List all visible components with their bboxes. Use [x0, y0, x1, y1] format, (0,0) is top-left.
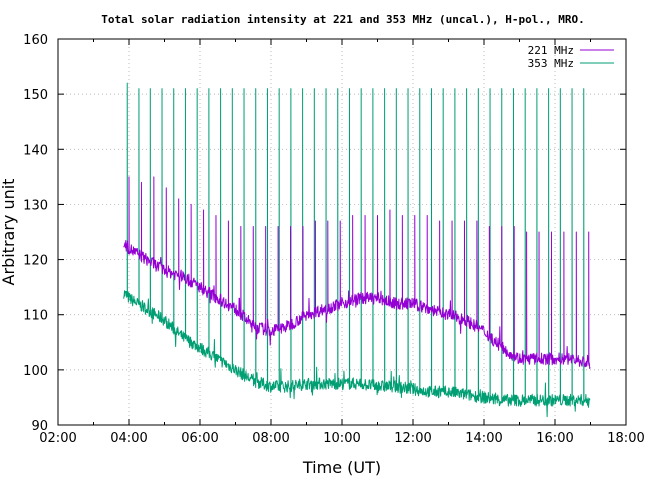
series-line-221mhz [123, 176, 591, 369]
legend-label-221mhz: 221 MHz [528, 44, 574, 57]
y-tick-label: 130 [23, 198, 48, 213]
legend-label-353mhz: 353 MHz [528, 57, 574, 70]
chart-title: Total solar radiation intensity at 221 a… [101, 13, 584, 26]
x-tick-label: 14:00 [465, 431, 502, 446]
series-line-353mhz [123, 82, 591, 418]
x-tick-label: 12:00 [394, 431, 431, 446]
x-tick-label: 06:00 [181, 431, 218, 446]
y-tick-label: 120 [23, 254, 48, 269]
x-tick-label: 16:00 [536, 431, 573, 446]
y-tick-label: 90 [31, 419, 48, 434]
y-tick-label: 110 [23, 309, 48, 324]
x-tick-label: 08:00 [252, 431, 289, 446]
grid-lines [58, 39, 626, 425]
series-lines [123, 82, 591, 418]
y-tick-label: 150 [23, 88, 48, 103]
axis-ticks: 02:00 04:00 06:00 08:00 10:00 12:00 14:00 16:00… [23, 33, 645, 446]
legend: 221 MHz 353 MHz [528, 44, 614, 70]
y-tick-label: 100 [23, 364, 48, 379]
y-axis-label: Arbitrary unit [0, 179, 18, 286]
x-axis-label: Time (UT) [302, 458, 381, 477]
x-tick-label: 18:00 [607, 431, 644, 446]
y-tick-label: 160 [23, 33, 48, 48]
plot-frame [57, 38, 627, 426]
x-tick-label: 04:00 [110, 431, 147, 446]
y-tick-label: 140 [23, 143, 48, 158]
x-tick-label: 10:00 [323, 431, 360, 446]
x-tick-label: 02:00 [39, 431, 76, 446]
